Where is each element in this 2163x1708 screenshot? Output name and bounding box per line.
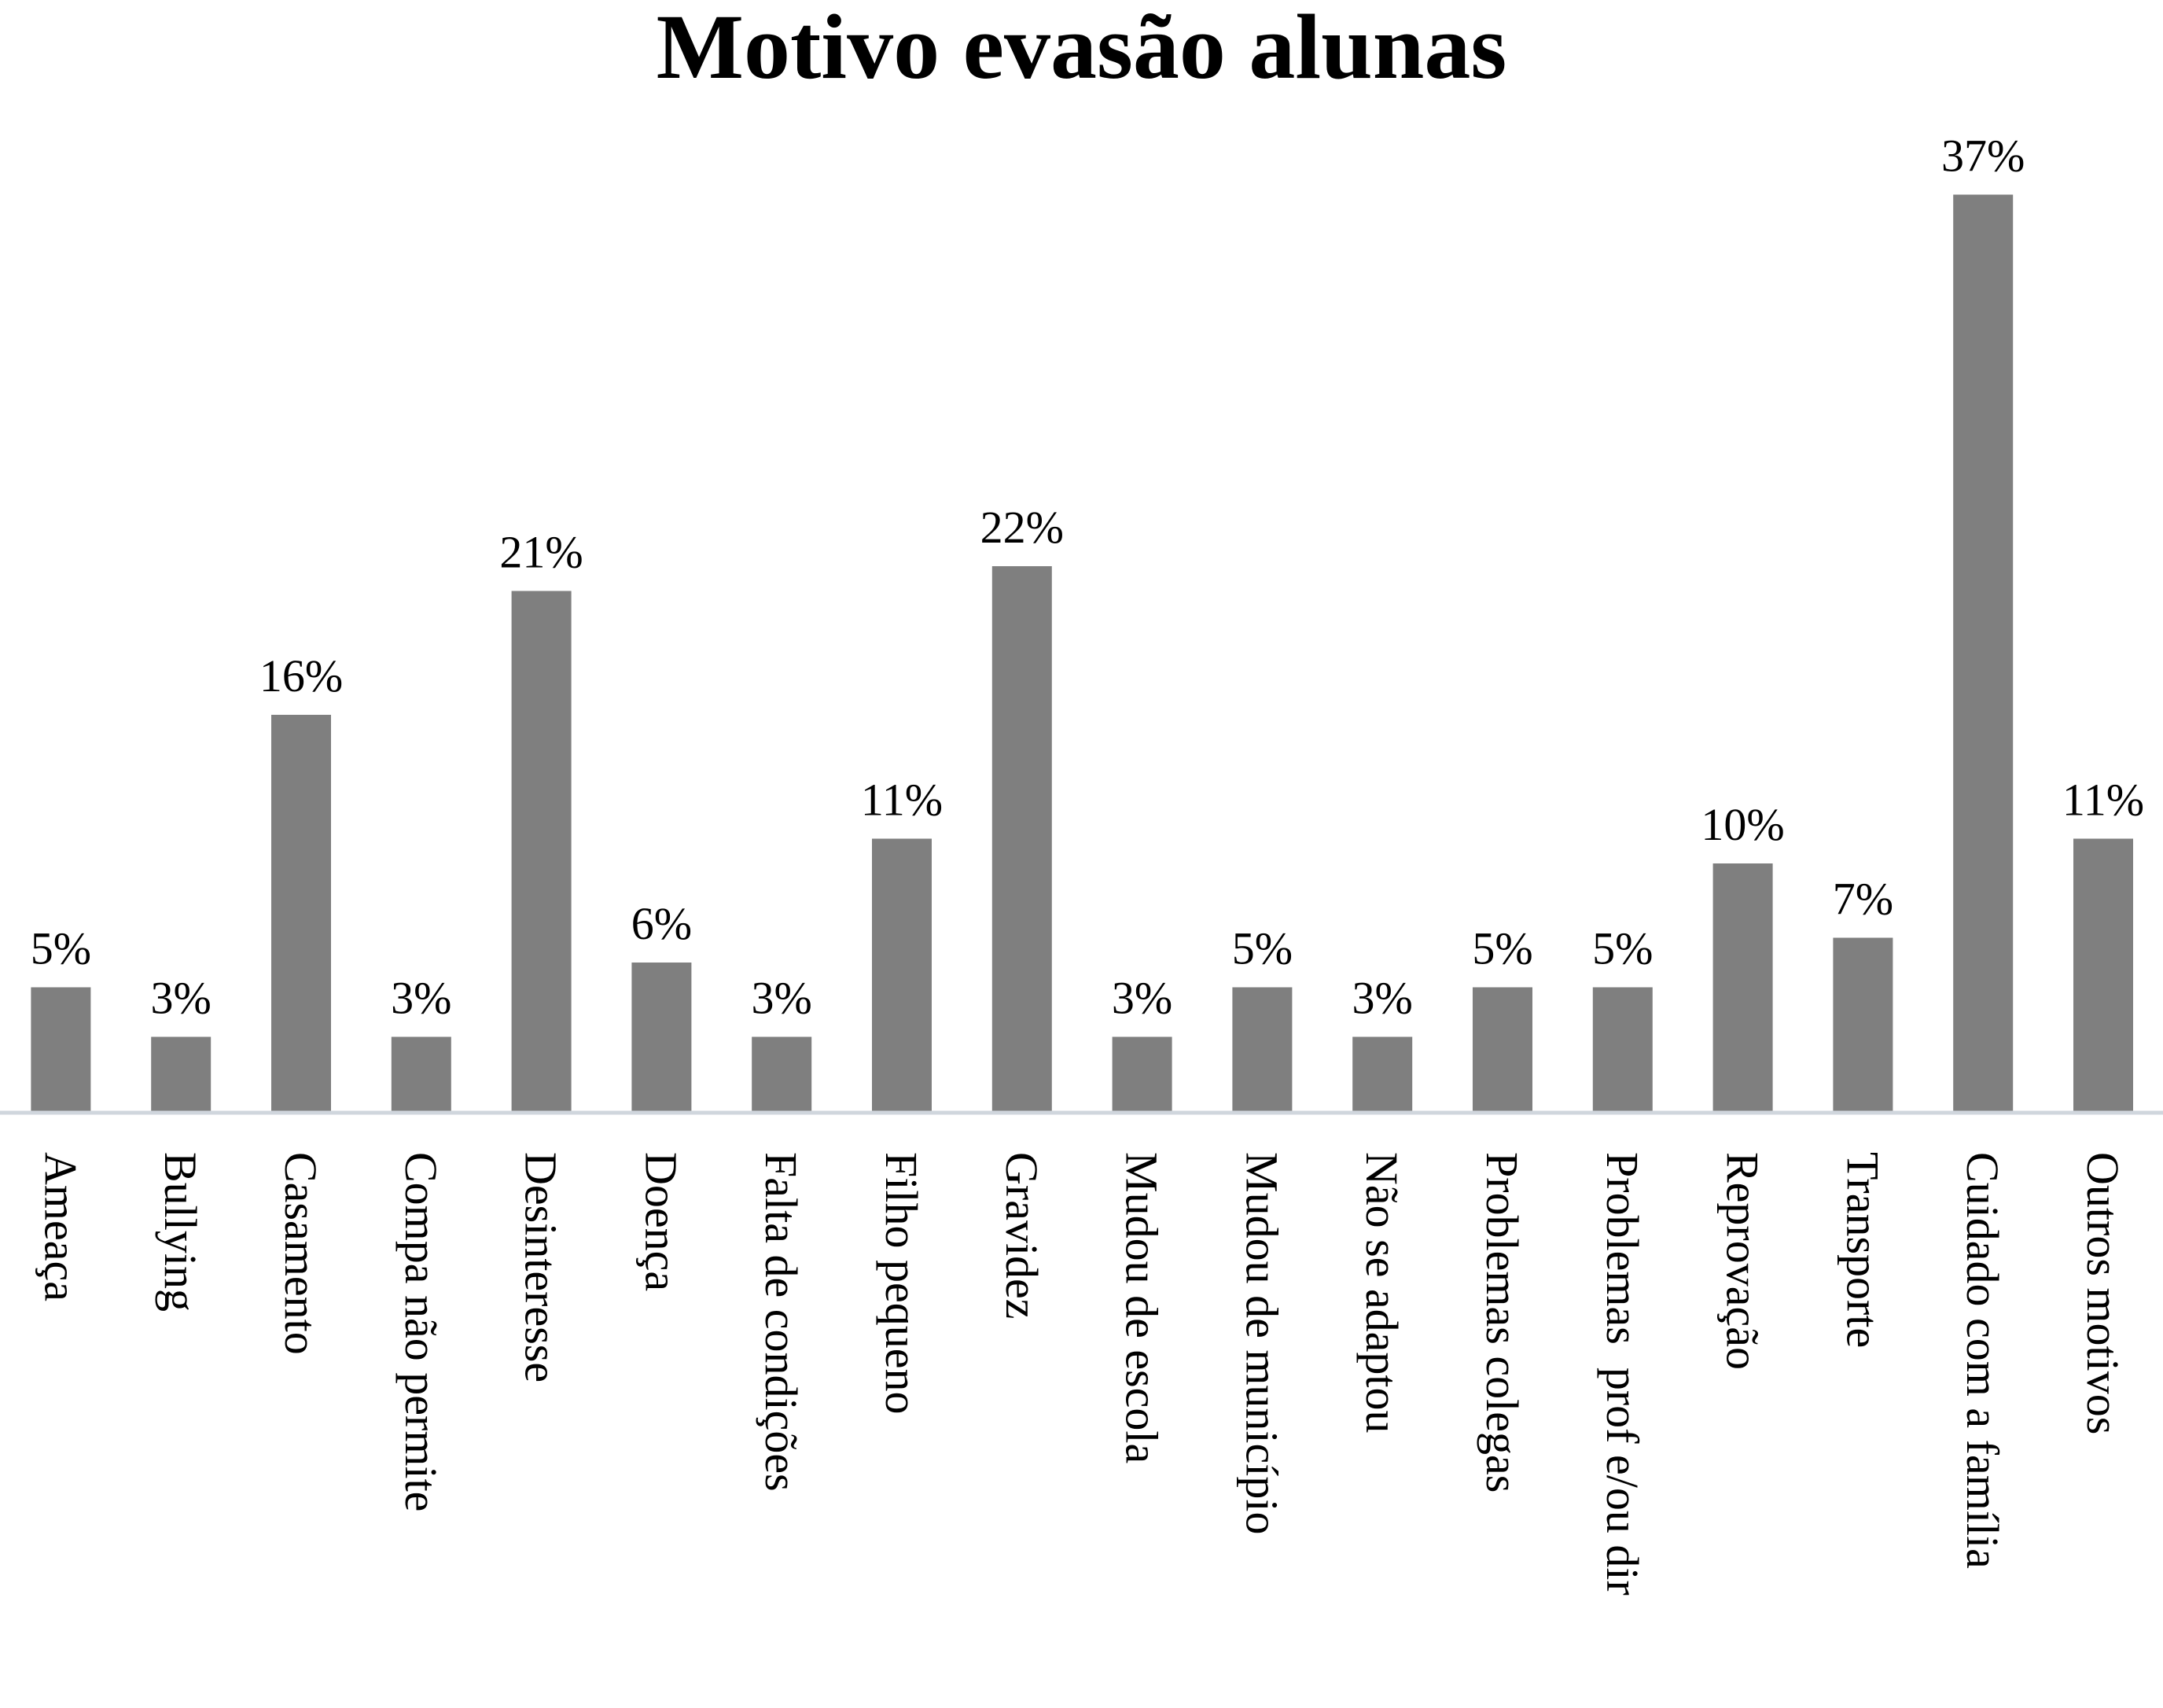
category-label: Outros motivos [2077, 1152, 2128, 1434]
data-label: 5% [1472, 923, 1532, 974]
category-label: Mudou de escola [1116, 1152, 1168, 1463]
data-label: 3% [1112, 973, 1172, 1024]
bar [1953, 194, 2014, 1111]
data-label: 10% [1701, 799, 1784, 850]
bar [511, 591, 572, 1111]
category-label: Problemas colegas [1477, 1152, 1528, 1493]
data-label: 5% [31, 923, 91, 974]
category-label: Não se adaptou [1356, 1152, 1407, 1434]
chart-title: Motivo evasão alunas [656, 0, 1507, 98]
category-label: Compa não permite [395, 1152, 447, 1511]
bar [872, 838, 932, 1111]
data-label: 3% [391, 973, 451, 1024]
category-label: Reprovação [1717, 1152, 1768, 1370]
data-label: 21% [499, 527, 583, 578]
bar [1352, 1036, 1413, 1111]
category-label: Cuidado com a família [1957, 1152, 2008, 1569]
bar [1473, 987, 1532, 1111]
bar [1112, 1036, 1172, 1111]
category-label: Bullying [155, 1152, 206, 1312]
category-labels-group: Ameaça Bullying Casamento Compa não permite… [35, 1152, 2128, 1596]
category-label: Filho pequeno [876, 1152, 927, 1414]
category-label: Ameaça [35, 1152, 86, 1301]
data-label: 7% [1833, 874, 1893, 925]
category-label: Gravidez [996, 1152, 1047, 1320]
data-label: 5% [1592, 923, 1653, 974]
bar [31, 987, 91, 1111]
category-label: Desinteresse [516, 1152, 567, 1382]
bar [752, 1036, 812, 1111]
data-label: 11% [861, 775, 943, 826]
data-label: 5% [1232, 923, 1293, 974]
bar [151, 1036, 212, 1111]
data-label: 37% [1941, 131, 2025, 182]
bar [1592, 987, 1653, 1111]
category-label: Falta de condições [756, 1152, 807, 1492]
category-label: Transporte [1837, 1152, 1888, 1348]
category-label: Doença [635, 1152, 686, 1291]
data-label: 11% [2062, 775, 2144, 826]
bar [1232, 987, 1293, 1111]
bar [391, 1036, 451, 1111]
bar [1712, 863, 1773, 1111]
bar [271, 715, 331, 1111]
bar [1833, 937, 1893, 1111]
data-label: 6% [631, 898, 692, 949]
data-label: 3% [151, 973, 212, 1024]
category-label: Mudou de município [1236, 1152, 1287, 1535]
data-label: 3% [752, 973, 812, 1024]
bar [991, 566, 1052, 1111]
bar [631, 963, 692, 1111]
bar [2073, 838, 2133, 1111]
data-labels-group: 5% 3% 16% 3% 21% 6% 3% 11% 22% 3% 5% 3% 5% 5% 10% 7% 37%… [31, 131, 2144, 1024]
data-label: 16% [259, 650, 343, 701]
data-label: 22% [980, 502, 1064, 553]
category-label: Problemas prof e/ou dir [1597, 1152, 1648, 1596]
bars-group [31, 194, 2133, 1111]
data-label: 3% [1352, 973, 1413, 1024]
category-label: Casamento [275, 1152, 326, 1355]
